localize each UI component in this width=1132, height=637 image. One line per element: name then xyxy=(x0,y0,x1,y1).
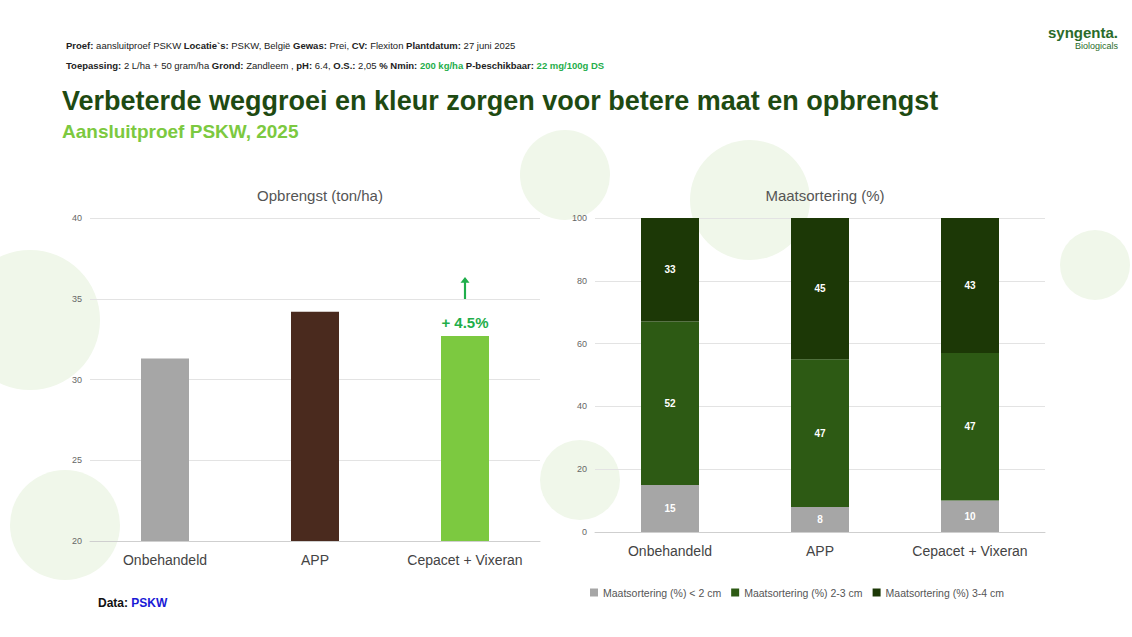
svg-text:Onbehandeld: Onbehandeld xyxy=(628,543,712,559)
svg-text:8: 8 xyxy=(817,514,823,525)
svg-text:30: 30 xyxy=(72,375,82,385)
svg-text:80: 80 xyxy=(577,276,587,286)
svg-text:Opbrengst (ton/ha): Opbrengst (ton/ha) xyxy=(257,187,383,204)
svg-text:40: 40 xyxy=(577,401,587,411)
html-text:Aansluitproef PSKW, 2025: Aansluitproef PSKW, 2025 xyxy=(62,121,299,142)
svg-text:Maatsortering (%) 3-4 cm: Maatsortering (%) 3-4 cm xyxy=(886,587,1005,599)
html-text:syngenta.: syngenta. xyxy=(1048,24,1118,41)
svg-text:10: 10 xyxy=(964,511,976,522)
svg-text:45: 45 xyxy=(814,283,826,294)
svg-text:20: 20 xyxy=(577,464,587,474)
html-text:Data: PSKW: Data: PSKW xyxy=(98,596,168,610)
svg-text:0: 0 xyxy=(582,527,587,537)
svg-text:40: 40 xyxy=(72,213,82,223)
svg-text:100: 100 xyxy=(572,213,587,223)
svg-text:47: 47 xyxy=(964,421,976,432)
svg-text:33: 33 xyxy=(664,264,676,275)
html-text:Proef: aansluitproef PSKW Loca: Proef: aansluitproef PSKW Locatie`s: PSK… xyxy=(66,40,516,51)
svg-text:+ 4.5%: + 4.5% xyxy=(441,314,488,331)
svg-text:15: 15 xyxy=(664,503,676,514)
svg-text:APP: APP xyxy=(806,543,834,559)
svg-text:20: 20 xyxy=(72,536,82,546)
svg-text:Maatsortering (%): Maatsortering (%) xyxy=(765,187,884,204)
html-text:Toepassing: 2 L/ha + 50 gram/h: Toepassing: 2 L/ha + 50 gram/ha Grond: Z… xyxy=(66,60,605,71)
svg-text:47: 47 xyxy=(814,428,826,439)
svg-text:35: 35 xyxy=(72,294,82,304)
svg-text:Cepacet + Vixeran: Cepacet + Vixeran xyxy=(407,552,522,568)
svg-text:43: 43 xyxy=(964,280,976,291)
svg-text:Onbehandeld: Onbehandeld xyxy=(123,552,207,568)
svg-text:APP: APP xyxy=(301,552,329,568)
html-text:Biologicals: Biologicals xyxy=(1075,41,1118,51)
svg-text:25: 25 xyxy=(72,455,82,465)
html-text:Verbeterde weggroei en kleur z: Verbeterde weggroei en kleur zorgen voor… xyxy=(62,86,939,116)
svg-text:60: 60 xyxy=(577,339,587,349)
svg-text:Cepacet + Vixeran: Cepacet + Vixeran xyxy=(912,543,1027,559)
svg-text:52: 52 xyxy=(664,398,676,409)
svg-text:Maatsortering (%) 2-3 cm: Maatsortering (%) 2-3 cm xyxy=(744,587,863,599)
svg-text:Maatsortering (%) < 2 cm: Maatsortering (%) < 2 cm xyxy=(603,587,721,599)
